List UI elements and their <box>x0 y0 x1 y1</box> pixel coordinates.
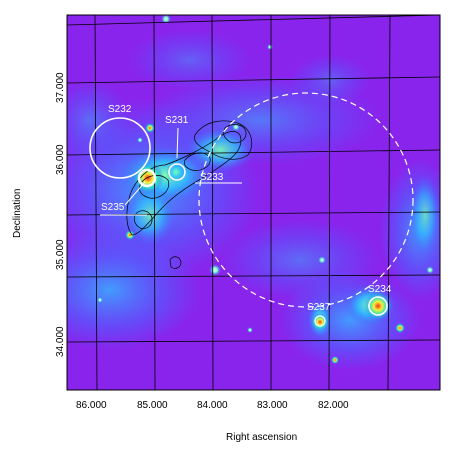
s237-circle <box>314 315 326 327</box>
x-tick-label: 86.000 <box>76 400 107 411</box>
contour-lines <box>126 120 253 269</box>
s235-circle <box>137 168 157 188</box>
label-s232: S232 <box>108 104 132 115</box>
x-tick-label: 82.000 <box>318 400 349 411</box>
s234-circle <box>368 296 388 316</box>
y-tick-label: 35.000 <box>55 239 66 270</box>
sky-image <box>67 15 440 390</box>
s231-pointer <box>176 127 179 159</box>
label-s234: S234 <box>368 284 392 295</box>
x-axis-ticks: 86.000 85.000 84.000 83.000 82.000 <box>76 400 349 411</box>
x-axis-title: Right ascension <box>226 432 297 443</box>
label-s237: S237 <box>307 302 331 313</box>
coordinate-grid <box>67 15 440 390</box>
s232-circle <box>89 117 151 179</box>
s235-pointer <box>124 181 146 206</box>
y-tick-label: 37.000 <box>55 72 66 103</box>
s231-circle <box>168 163 186 181</box>
label-s231: S231 <box>165 115 189 126</box>
x-tick-label: 85.000 <box>137 400 168 411</box>
y-axis-title: Declination <box>12 189 23 238</box>
y-tick-label: 34.000 <box>55 326 66 357</box>
region-labels: S232 S231 S233 S235 S237 S234 <box>101 104 392 313</box>
y-axis-ticks: 37.000 36.000 35.000 34.000 <box>55 72 66 357</box>
x-tick-label: 84.000 <box>197 400 228 411</box>
region-overlays <box>89 92 414 327</box>
label-s233: S233 <box>200 172 224 183</box>
plot-frame <box>66 14 441 391</box>
x-tick-label: 83.000 <box>257 400 288 411</box>
label-s235: S235 <box>101 202 125 213</box>
large-dashed-circle <box>198 92 414 308</box>
y-tick-label: 36.000 <box>55 144 66 175</box>
